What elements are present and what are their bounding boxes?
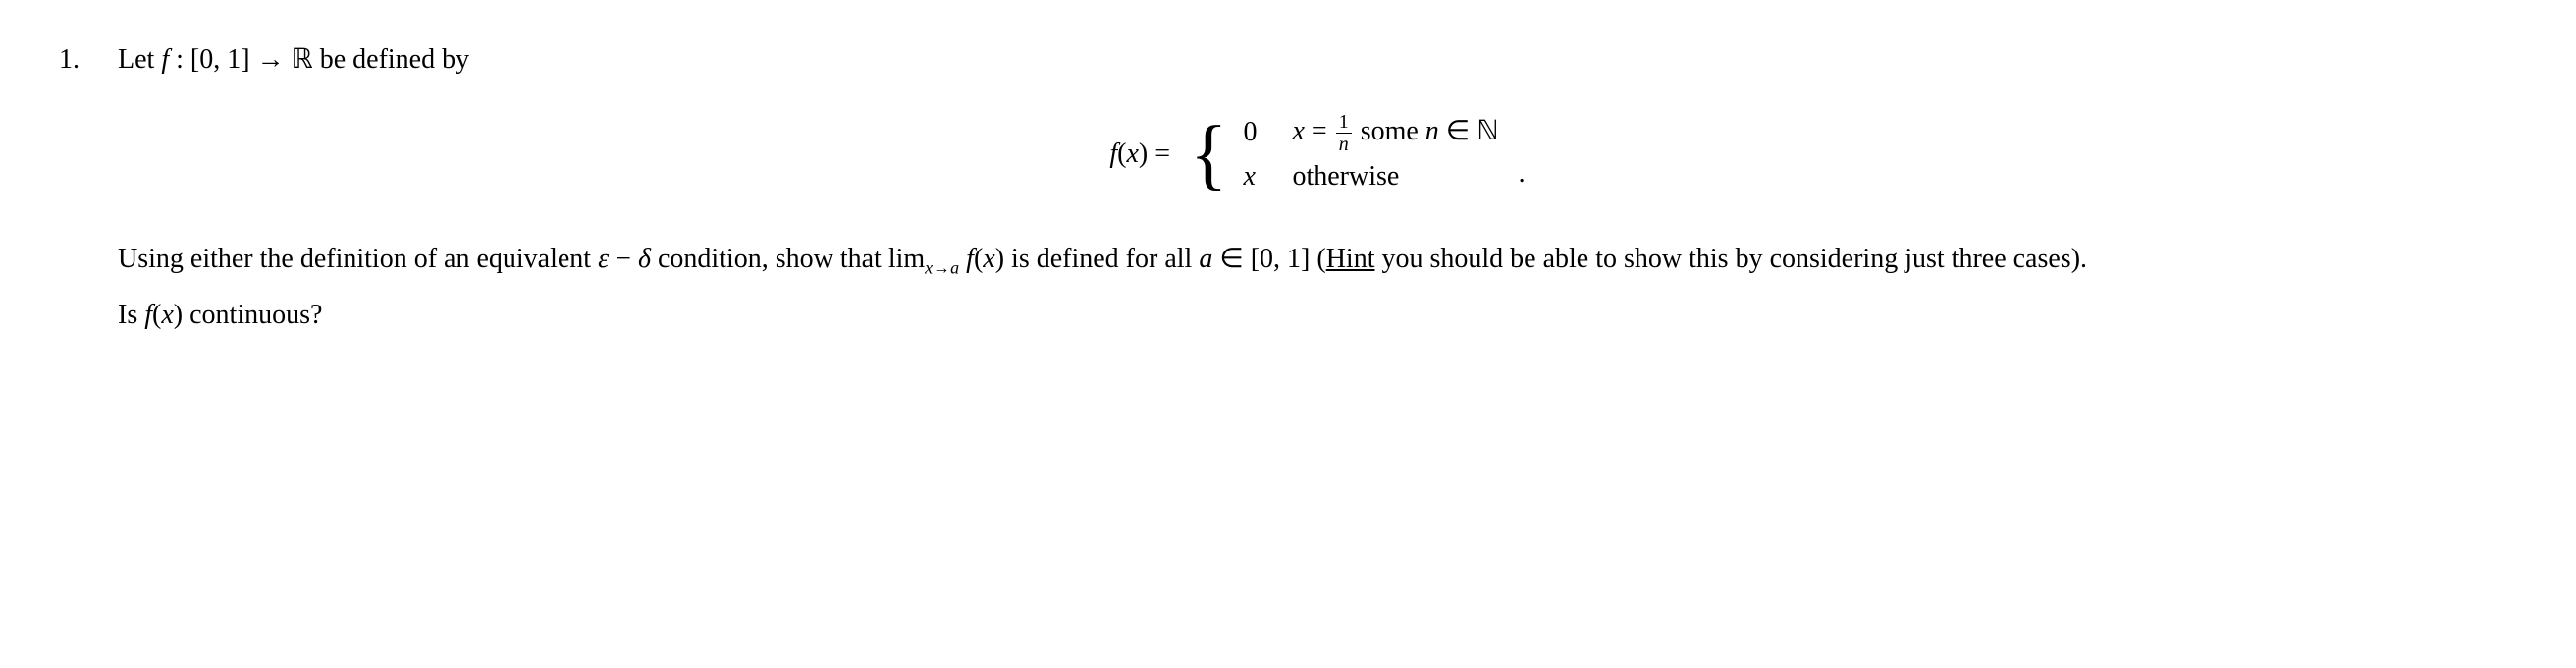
- paragraph-2: Is f(x) continuous?: [118, 295, 2517, 336]
- in-symbol: ∈: [1439, 116, 1476, 146]
- text: is defined for all: [1004, 244, 1199, 274]
- math-n: n: [1425, 116, 1439, 146]
- case-row-2: x otherwise: [1243, 155, 1498, 199]
- arrow: →: [250, 44, 292, 75]
- math-f: f: [966, 244, 974, 274]
- piecewise-lhs: f(x) =: [1109, 134, 1170, 175]
- text: Is: [118, 300, 144, 330]
- eq: =: [1305, 116, 1334, 146]
- close-paren-eq: ) =: [1139, 139, 1170, 169]
- text: (: [1310, 244, 1325, 274]
- text: condition, show that lim: [651, 244, 925, 274]
- piecewise-cases: 0 x = 1n some n ∈ ℕ x otherwise: [1243, 110, 1498, 199]
- case-row-1: 0 x = 1n some n ∈ ℕ: [1243, 110, 1498, 155]
- text-colon: :: [169, 44, 190, 75]
- math-natural: ℕ: [1476, 116, 1498, 146]
- paragraph-1: Using either the definition of an equiva…: [118, 239, 2517, 282]
- case2-value: x: [1243, 155, 1262, 199]
- interval: [0, 1]: [1251, 244, 1311, 274]
- fraction: 1n: [1336, 111, 1352, 155]
- math-real: ℝ: [292, 44, 313, 75]
- problem-item: 1. Let f : [0, 1] → ℝ be defined by f(x)…: [59, 39, 2517, 350]
- in-symbol: ∈: [1212, 244, 1250, 274]
- case1-value: 0: [1243, 111, 1262, 155]
- math-f: f: [144, 300, 152, 330]
- math-domain: [0, 1]: [190, 44, 250, 75]
- text: Using either the definition of an equiva…: [118, 244, 598, 274]
- math-x: x: [1292, 116, 1304, 146]
- text-defined-by: be defined by: [313, 44, 469, 75]
- piecewise-equation: f(x) = { 0 x = 1n some n ∈ ℕ x otherwise: [118, 110, 2517, 199]
- math-x: x: [161, 300, 173, 330]
- limit-subscript: x→a: [925, 257, 959, 277]
- close-paren: ): [174, 300, 183, 330]
- problem-number: 1.: [59, 39, 118, 81]
- case2-condition: otherwise: [1292, 155, 1399, 199]
- math-f: f: [161, 44, 169, 75]
- case1-condition: x = 1n some n ∈ ℕ: [1292, 110, 1498, 155]
- math-a: a: [1199, 244, 1212, 274]
- frac-num: 1: [1336, 111, 1352, 134]
- open-paren: (: [974, 244, 983, 274]
- brace-icon: {: [1190, 115, 1227, 194]
- math-x: x: [983, 244, 994, 274]
- sub-a: a: [950, 257, 959, 277]
- period: .: [1519, 153, 1526, 195]
- math-epsilon: ε: [598, 244, 609, 274]
- text-let: Let: [118, 44, 161, 75]
- close-paren: ): [995, 244, 1004, 274]
- frac-den: n: [1336, 134, 1352, 155]
- sub-x: x: [925, 257, 933, 277]
- sub-arrow: →: [933, 257, 950, 277]
- text-some: some: [1354, 116, 1425, 146]
- definition-line: Let f : [0, 1] → ℝ be defined by: [118, 39, 2517, 81]
- text: you should be able to show this by consi…: [1374, 244, 2087, 274]
- problem-body: Let f : [0, 1] → ℝ be defined by f(x) = …: [118, 39, 2517, 350]
- dash: −: [609, 244, 638, 274]
- math-f: f: [1109, 139, 1117, 169]
- math-x: x: [1126, 139, 1138, 169]
- hint-label: Hint: [1326, 244, 1375, 274]
- text: continuous?: [183, 300, 322, 330]
- math-delta: δ: [638, 244, 651, 274]
- open-paren: (: [152, 300, 161, 330]
